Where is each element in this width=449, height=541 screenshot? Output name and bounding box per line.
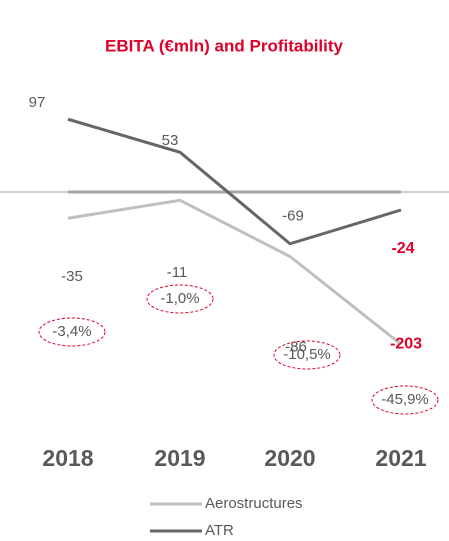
x-tick-label: 2020 bbox=[264, 445, 315, 471]
annotation: -45,9% bbox=[381, 391, 429, 408]
annotation-oval bbox=[273, 340, 341, 370]
data-label: -69 bbox=[282, 208, 304, 225]
x-tick-label: 2018 bbox=[42, 445, 93, 471]
annotation: -10,5% bbox=[283, 346, 331, 363]
data-label: -35 bbox=[61, 268, 83, 285]
data-label: -24 bbox=[391, 240, 414, 257]
data-label: -86 bbox=[285, 338, 307, 355]
x-tick-label: 2019 bbox=[154, 445, 205, 471]
annotation-oval bbox=[146, 284, 214, 314]
line-1 bbox=[67, 117, 402, 246]
line-0 bbox=[67, 198, 402, 346]
data-label: -11 bbox=[167, 264, 188, 281]
legend-label: Aerostructures bbox=[205, 495, 303, 512]
annotation-oval bbox=[38, 317, 106, 347]
chart-title: EBITA (€mln) and Profitability bbox=[105, 36, 344, 55]
annotation: -3,4% bbox=[52, 323, 91, 340]
x-tick-label: 2021 bbox=[375, 445, 426, 471]
data-label: 53 bbox=[162, 132, 179, 149]
annotation: -1,0% bbox=[160, 290, 199, 307]
data-label: 97 bbox=[29, 94, 46, 111]
annotation-oval bbox=[371, 385, 439, 415]
data-label: -203 bbox=[390, 335, 422, 352]
legend-label: ATR bbox=[205, 522, 234, 539]
